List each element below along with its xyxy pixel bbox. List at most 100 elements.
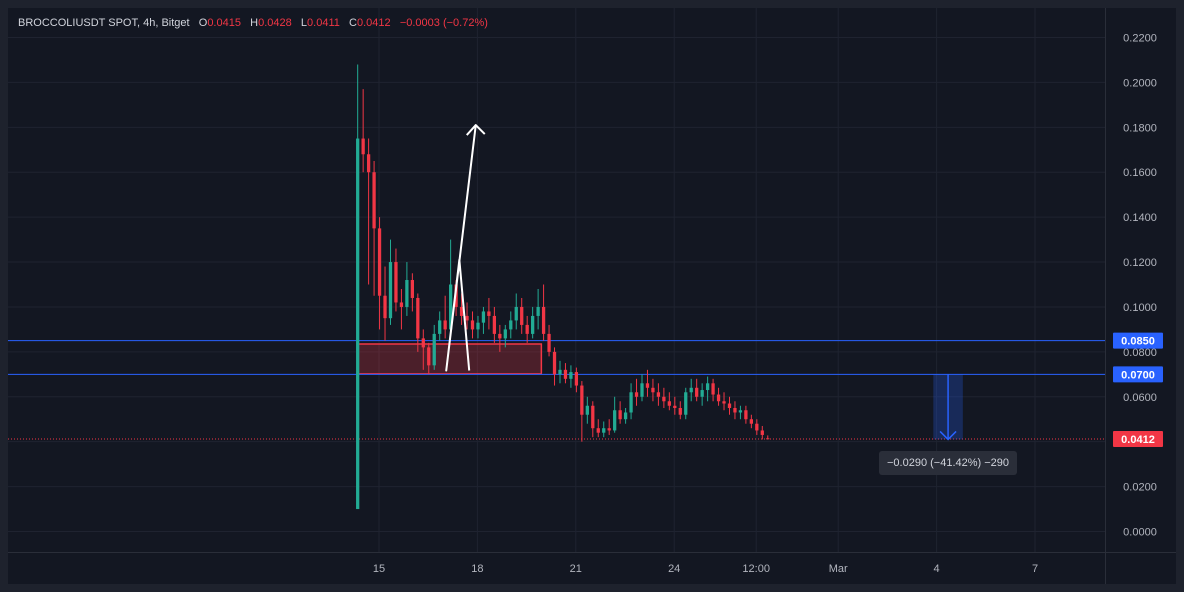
time-tick-label: 24: [668, 563, 680, 575]
candle-body: [399, 302, 404, 307]
price-tick-label: 0.0600: [1123, 392, 1157, 404]
candle-body: [733, 408, 737, 413]
level-price-tag-label: 0.0850: [1121, 336, 1155, 348]
candle-body: [629, 392, 633, 413]
price-tick-label: 0.1200: [1123, 257, 1157, 269]
candle-body: [673, 405, 677, 408]
time-tick-label: Mar: [829, 563, 848, 575]
low-value: 0.0411: [307, 17, 340, 29]
candle-body: [766, 438, 770, 440]
high-label: H: [250, 17, 259, 29]
candle-body: [372, 172, 376, 229]
candle-body: [662, 396, 666, 402]
price-tick-label: 0.1600: [1123, 167, 1157, 179]
candle-body: [727, 403, 732, 408]
candle-body: [509, 320, 513, 330]
candle-body: [470, 320, 475, 330]
candle-body: [498, 333, 502, 339]
candle-body: [563, 369, 568, 379]
candle-body: [580, 385, 584, 415]
candle-body: [492, 315, 497, 334]
candle-body: [689, 387, 693, 393]
price-tick-label: 0.1400: [1123, 212, 1157, 224]
time-tick-label: 12:00: [742, 563, 770, 575]
candle-body: [356, 138, 360, 510]
candle-body: [481, 311, 486, 323]
time-axis: 15 18 21 24 12:00 Mar 4 7: [8, 552, 1176, 575]
candle-body: [366, 154, 371, 173]
candle-body: [651, 387, 655, 393]
candle-body: [602, 428, 606, 433]
candle-body: [645, 383, 650, 388]
candle-body: [427, 347, 431, 366]
candle-body: [623, 412, 628, 420]
candle-body: [749, 419, 753, 424]
candle-body: [738, 410, 743, 413]
candle-body: [421, 338, 425, 348]
candle-body: [438, 320, 442, 334]
candlestick-chart[interactable]: 0.00000.02000.04000.06000.08000.10000.12…: [8, 8, 1176, 584]
candle-body: [547, 333, 551, 352]
measure-arrow-head-icon: [939, 430, 957, 441]
candle-body: [607, 428, 611, 431]
candle-body: [361, 138, 365, 155]
candle-body: [684, 392, 688, 415]
candle-body: [634, 392, 639, 397]
high-value: 0.0428: [258, 17, 292, 29]
candle-body: [525, 324, 529, 334]
close-label: C: [349, 17, 357, 29]
candle-body: [596, 428, 600, 433]
candle-body: [465, 315, 469, 321]
candle-body: [541, 306, 546, 334]
measure-label: −0.0290 (−41.42%) −290: [879, 451, 1018, 475]
candle-body: [716, 394, 721, 402]
candle-body: [410, 280, 414, 298]
candle-body: [531, 315, 535, 334]
drawings: [445, 124, 963, 441]
candle-body: [383, 295, 387, 319]
candle-body: [585, 405, 589, 415]
candle-body: [656, 392, 661, 397]
chart-frame: 0.00000.02000.04000.06000.08000.10000.12…: [8, 8, 1176, 584]
price-tick-label: 0.2200: [1123, 33, 1157, 45]
candle-body: [394, 262, 398, 303]
candle-body: [722, 401, 726, 404]
candle-body: [755, 423, 759, 431]
candle-body: [705, 383, 710, 391]
price-tick-label: 0.0200: [1123, 482, 1157, 494]
candle-body: [405, 280, 409, 307]
candle-body: [618, 410, 622, 420]
candles: [356, 64, 770, 510]
time-tick-label: 4: [934, 563, 940, 575]
candle-body: [613, 410, 617, 431]
symbol-label[interactable]: BROCCOLIUSDT SPOT, 4h, Bitget: [18, 17, 190, 29]
price-tick-label: 0.0800: [1123, 347, 1157, 359]
price-axis: 0.00000.02000.04000.06000.08000.10000.12…: [1105, 8, 1163, 584]
time-tick-label: 15: [373, 563, 385, 575]
time-tick-label: 7: [1032, 563, 1038, 575]
price-tick-label: 0.1800: [1123, 122, 1157, 134]
candle-body: [744, 410, 748, 420]
price-tick-label: 0.2000: [1123, 77, 1157, 89]
candle-body: [514, 306, 518, 321]
candle-body: [520, 306, 524, 325]
open-value: 0.0415: [207, 17, 241, 29]
low-label: L: [300, 17, 308, 29]
candle-body: [574, 372, 579, 386]
levels: [8, 340, 1105, 440]
candle-body: [503, 329, 507, 339]
candle-body: [667, 401, 671, 406]
change-value: −0.0003 (−0.72%): [399, 17, 488, 29]
last-price-tag-label: 0.0412: [1121, 434, 1155, 446]
drawn-path-line: [445, 124, 477, 372]
candle-body: [476, 322, 480, 330]
candle-body: [432, 333, 436, 366]
candle-body: [640, 383, 644, 397]
candle-body: [377, 228, 382, 296]
ohlc-legend: BROCCOLIUSDT SPOT, 4h, Bitget O0.0415 H0…: [18, 17, 488, 29]
price-tick-label: 0.1000: [1123, 302, 1157, 314]
level-price-tag: [1113, 366, 1163, 383]
candle-body: [695, 387, 699, 397]
candle-body: [487, 311, 491, 316]
last-price-tag: [1113, 430, 1163, 447]
